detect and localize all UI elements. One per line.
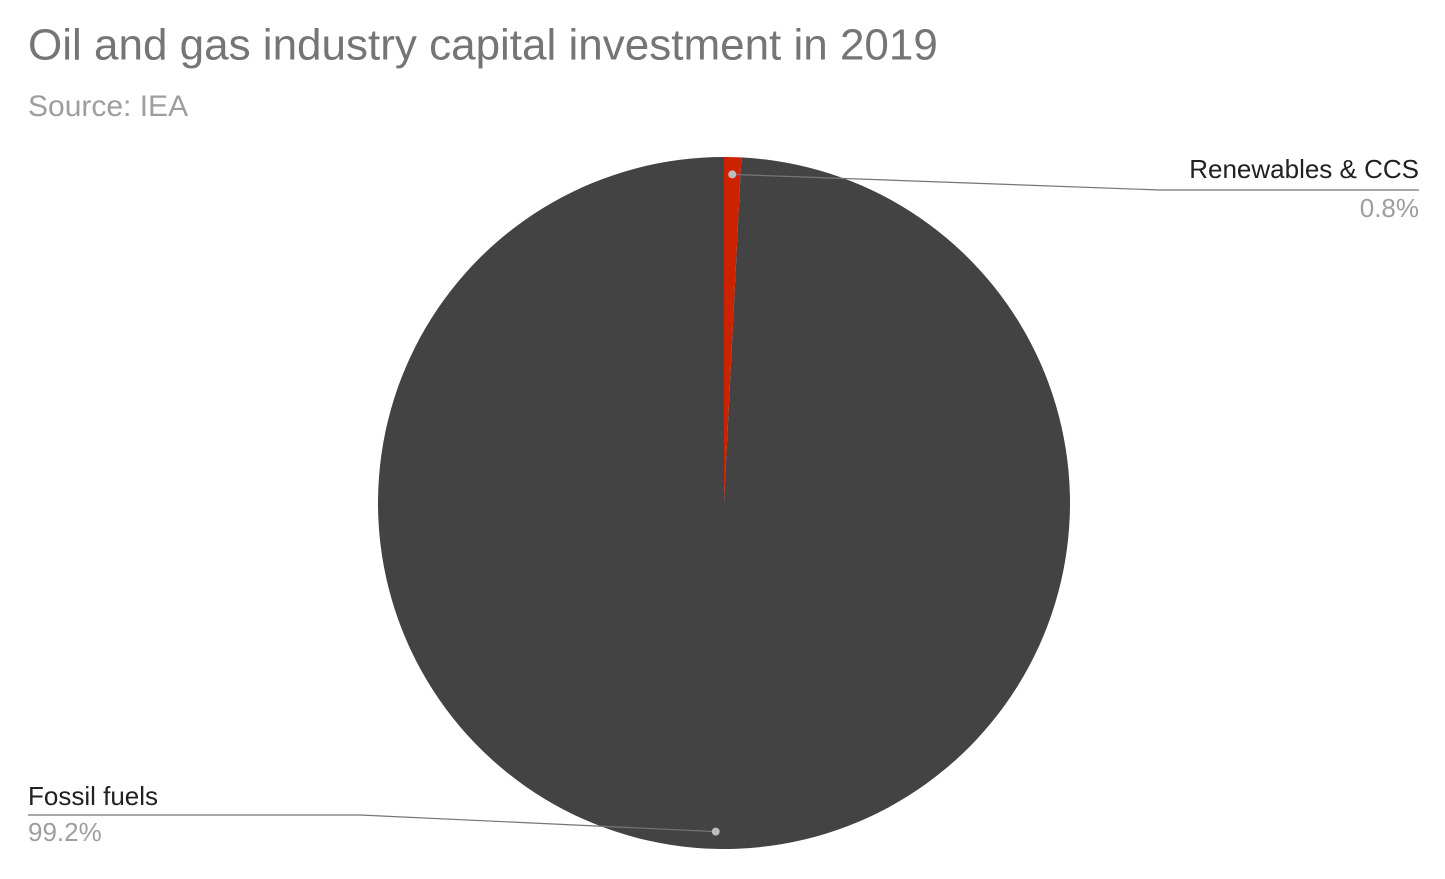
pie-slice — [378, 157, 1071, 850]
label-name: Fossil fuels — [28, 781, 158, 811]
leader-line — [28, 814, 716, 833]
leader-dot — [711, 827, 720, 836]
pie-slice — [724, 157, 742, 503]
chart-title: Oil and gas industry capital investment … — [28, 21, 938, 70]
chart-subtitle: Source: IEA — [28, 90, 188, 123]
leader-dot — [728, 170, 737, 179]
label-name: Renewables & CCS — [1189, 154, 1419, 184]
label-value: 99.2% — [28, 817, 102, 847]
leader-line — [732, 173, 1419, 191]
label-value: 0.8% — [1360, 193, 1419, 223]
